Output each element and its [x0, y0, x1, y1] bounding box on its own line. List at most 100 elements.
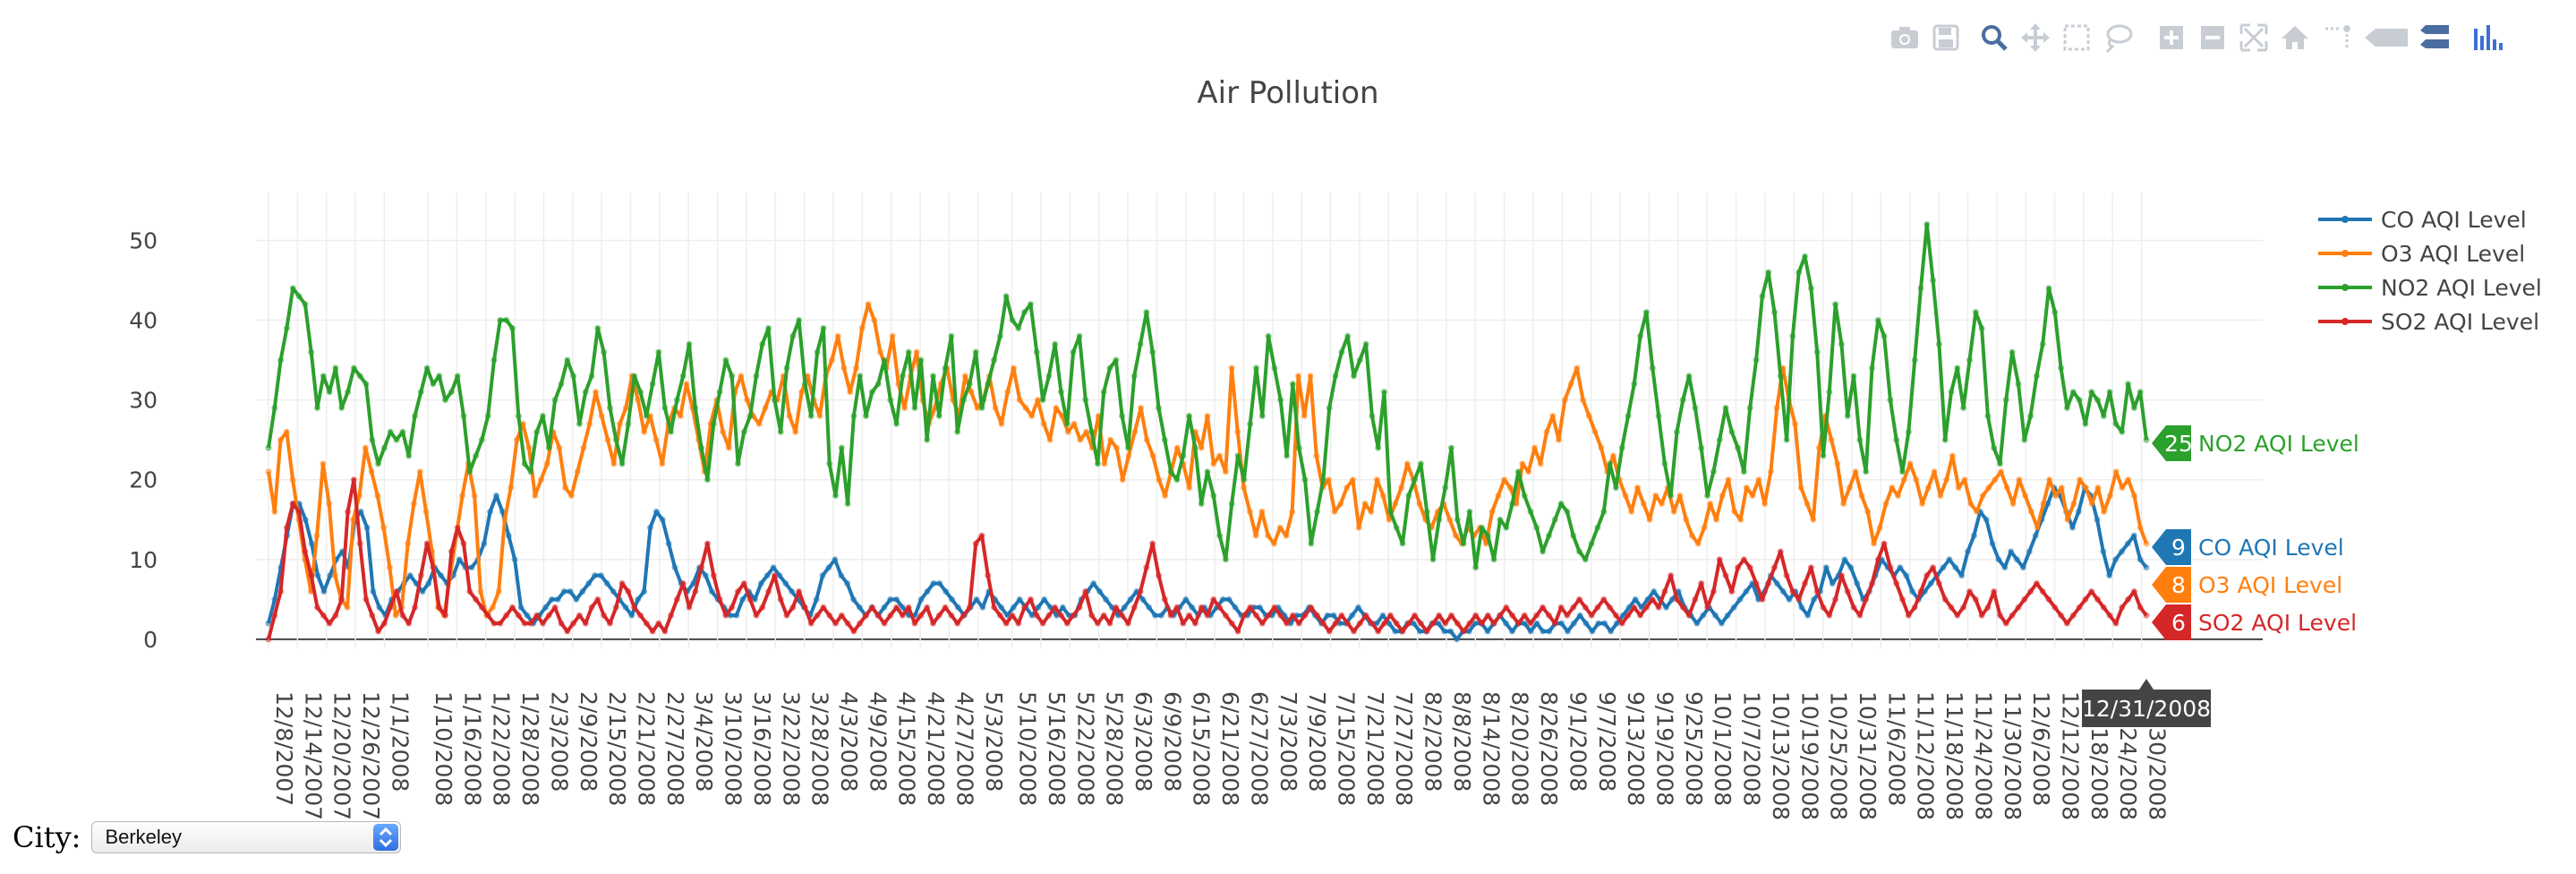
data-point: [1887, 397, 1894, 404]
data-point: [847, 389, 854, 396]
data-point: [302, 301, 309, 308]
data-point: [1035, 397, 1041, 404]
data-point: [1167, 612, 1174, 619]
lasso-select-icon[interactable]: [2100, 20, 2136, 56]
home-icon[interactable]: [2277, 20, 2313, 56]
data-point: [1899, 468, 1906, 476]
data-point: [1295, 620, 1302, 627]
data-point: [874, 381, 882, 388]
data-point: [1314, 508, 1321, 515]
data-point: [1369, 620, 1376, 627]
data-point: [545, 612, 552, 619]
data-point: [277, 356, 285, 364]
data-point: [570, 373, 577, 380]
data-point: [484, 612, 491, 619]
data-point: [1386, 612, 1394, 619]
data-point: [792, 428, 799, 435]
data-point: [585, 580, 593, 587]
legend-item[interactable]: CO AQI Level: [2318, 207, 2527, 233]
data-point: [1204, 612, 1211, 619]
spike-lines-icon[interactable]: [2320, 20, 2356, 56]
data-point: [454, 373, 461, 380]
y-tick-label: 40: [129, 308, 158, 334]
data-point: [1649, 364, 1656, 372]
data-point: [622, 604, 629, 611]
data-point: [1082, 397, 1089, 404]
legend-item[interactable]: NO2 AQI Level: [2318, 275, 2542, 301]
data-point: [1731, 508, 1738, 515]
data-point: [1453, 532, 1459, 539]
hover-closest-icon[interactable]: [2361, 20, 2411, 56]
save-icon[interactable]: [1928, 20, 1964, 56]
hover-x-badge: [2082, 679, 2211, 727]
data-point: [2137, 556, 2144, 563]
data-point: [1107, 436, 1114, 443]
camera-icon[interactable]: [1887, 20, 1923, 56]
data-point: [1417, 460, 1424, 467]
data-point: [698, 564, 705, 571]
data-point: [985, 381, 992, 388]
city-dropdown[interactable]: Berkeley: [91, 821, 402, 853]
data-point: [901, 405, 908, 411]
data-point: [979, 604, 986, 611]
legend[interactable]: CO AQI Level O3 AQI Level NO2 AQI Level SO2…: [2318, 207, 2542, 335]
data-point: [1157, 612, 1164, 619]
legend-item[interactable]: SO2 AQI Level: [2318, 309, 2539, 335]
data-point: [1841, 556, 1848, 563]
series-so2-line: [265, 476, 2150, 643]
data-point: [1130, 604, 1138, 611]
data-point: [442, 612, 448, 619]
data-point: [917, 356, 925, 364]
x-tick-label: 2/15/2008: [604, 691, 630, 806]
data-point: [1789, 588, 1796, 595]
legend-item[interactable]: O3 AQI Level: [2318, 241, 2525, 267]
data-point: [607, 620, 613, 627]
data-point: [1258, 508, 1266, 515]
data-point: [704, 540, 711, 547]
x-tick-label: 5/3/2008: [981, 691, 1007, 792]
data-point: [1582, 620, 1590, 627]
hover-compare-icon[interactable]: [2417, 20, 2452, 56]
data-point: [1277, 612, 1284, 619]
data-point: [503, 317, 510, 323]
x-tick-label: 2/9/2008: [576, 691, 601, 792]
x-tick-label: 12/6/2008: [2028, 691, 2054, 806]
data-point: [558, 620, 565, 627]
box-select-icon[interactable]: [2059, 20, 2094, 56]
data-point: [1749, 493, 1756, 499]
zoom-icon[interactable]: [1976, 20, 2012, 56]
data-point: [2130, 532, 2137, 539]
data-point: [1106, 364, 1113, 372]
data-point: [1435, 620, 1442, 627]
zoom-out-icon[interactable]: [2195, 20, 2231, 56]
data-point: [1338, 612, 1345, 619]
data-point: [1182, 596, 1190, 603]
data-point: [887, 596, 894, 603]
x-tick-label: 10/19/2008: [1796, 691, 1822, 820]
pan-icon[interactable]: [2017, 20, 2053, 56]
data-point: [1759, 596, 1766, 603]
data-point: [954, 428, 961, 435]
data-point: [966, 381, 973, 388]
data-point: [2051, 309, 2059, 316]
data-point: [1863, 468, 1870, 476]
autoscale-icon[interactable]: [2236, 20, 2272, 56]
data-point: [2034, 524, 2041, 531]
zoom-in-icon[interactable]: [2154, 20, 2189, 56]
data-point: [1625, 612, 1632, 619]
hover-x-label: 12/31/2008: [2082, 679, 2211, 727]
data-point: [622, 405, 629, 411]
data-point: [850, 596, 857, 603]
data-point: [1331, 508, 1338, 515]
plotly-logo-icon[interactable]: [2470, 20, 2506, 56]
data-point: [456, 556, 463, 563]
data-point: [720, 428, 727, 435]
data-point: [1735, 564, 1742, 571]
data-point: [782, 580, 789, 587]
data-point: [820, 604, 827, 611]
data-point: [1381, 389, 1387, 396]
legend-marker: [2341, 250, 2349, 257]
data-point: [1850, 604, 1857, 611]
data-point: [771, 397, 778, 404]
